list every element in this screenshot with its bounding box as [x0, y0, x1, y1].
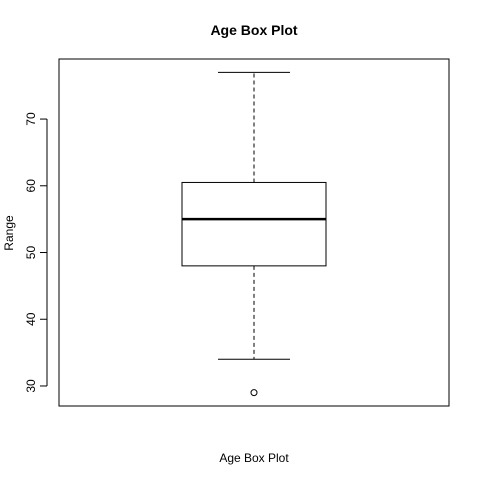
y-axis: 30 40 50 60 70	[24, 112, 48, 393]
y-axis-label: Range	[2, 215, 16, 251]
iqr-box	[181, 181, 327, 267]
outlier-point	[250, 389, 258, 397]
y-tick-label: 50	[24, 246, 38, 260]
plot-frame	[58, 58, 450, 407]
y-tick-label: 40	[24, 312, 38, 326]
y-tick-label: 70	[24, 112, 38, 126]
y-tick-label: 60	[24, 179, 38, 193]
box-plot	[181, 71, 327, 397]
chart-title: Age Box Plot	[210, 22, 297, 38]
x-axis-label: Age Box Plot	[219, 451, 289, 465]
y-tick-label: 30	[24, 379, 38, 393]
